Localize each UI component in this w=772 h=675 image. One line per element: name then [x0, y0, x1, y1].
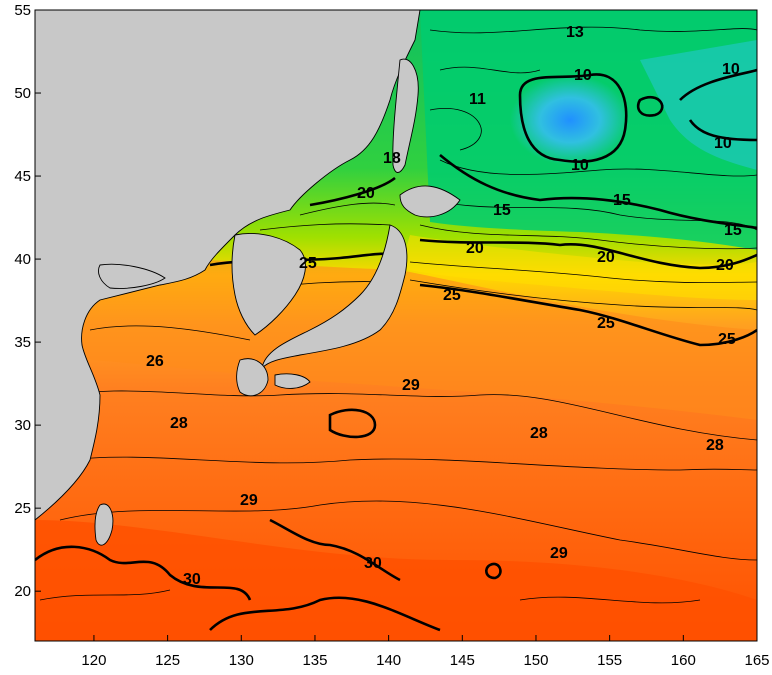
contour-label: 29	[240, 492, 258, 509]
honshu	[261, 224, 408, 370]
y-tick-label: 20	[14, 583, 31, 600]
shikoku	[274, 373, 311, 389]
x-tick-label: 130	[229, 652, 254, 669]
zone-mild	[400, 235, 757, 300]
x-tick-label: 140	[376, 652, 401, 669]
cold-pool	[510, 75, 630, 165]
contour-label: 25	[718, 331, 736, 348]
asian-mainland	[35, 10, 421, 521]
shandong-peninsula	[98, 263, 166, 289]
kyushu	[236, 358, 269, 397]
contour-label: 30	[364, 555, 382, 572]
korean-peninsula	[231, 233, 306, 336]
contour-label: 20	[597, 249, 615, 266]
contour-label: 10	[722, 61, 740, 78]
contour-label: 15	[613, 192, 631, 209]
x-tick-label: 120	[81, 652, 106, 669]
zone-warm	[35, 256, 757, 420]
y-tick-label: 55	[14, 2, 31, 19]
x-tick-label: 145	[450, 652, 475, 669]
contour-label: 25	[299, 255, 317, 272]
y-tick-label: 50	[14, 85, 31, 102]
y-axis: 55 50 45 40 35 30 25 20	[14, 2, 41, 600]
plot-frame	[34, 9, 758, 642]
contour-label: 28	[530, 425, 548, 442]
x-tick-label: 150	[523, 652, 548, 669]
x-tick-label: 155	[597, 652, 622, 669]
sakhalin	[392, 58, 419, 173]
contour-label: 18	[383, 150, 401, 167]
contour-label: 29	[550, 545, 568, 562]
contour-label: 20	[466, 240, 484, 257]
y-tick-label: 25	[14, 500, 31, 517]
contour-label: 15	[493, 202, 511, 219]
y-tick-label: 45	[14, 168, 31, 185]
contour-label: 10	[714, 135, 732, 152]
contour-label: 15	[724, 222, 742, 239]
zone-warmest	[35, 520, 757, 641]
contour-label: 25	[443, 287, 461, 304]
contour-label: 10	[574, 67, 592, 84]
y-tick-label: 35	[14, 334, 31, 351]
contour-label: 26	[146, 353, 164, 370]
land-masses	[35, 10, 461, 546]
contour-label: 25	[597, 315, 615, 332]
contour-label: 29	[402, 377, 420, 394]
plot-area	[35, 10, 757, 641]
x-tick-label: 165	[744, 652, 769, 669]
contour-label: 20	[357, 185, 375, 202]
contour-label: 11	[469, 91, 486, 108]
contour-labels: 13 10 10 11 10 10 18 20 15 15 15 25 20 2…	[146, 24, 742, 588]
taiwan	[94, 503, 114, 546]
x-tick-label: 125	[155, 652, 180, 669]
x-tick-label: 160	[671, 652, 696, 669]
y-tick-label: 40	[14, 251, 31, 268]
contour-label: 13	[566, 24, 584, 41]
x-tick-label: 135	[302, 652, 327, 669]
contour-label: 20	[716, 257, 734, 274]
contour-label: 30	[183, 571, 201, 588]
y-tick-label: 30	[14, 417, 31, 434]
hokkaido	[399, 185, 461, 218]
thin-contours	[39, 26, 757, 604]
contour-label: 10	[571, 157, 589, 174]
x-axis: 120 125 130 135 140 145 150 155 160 165	[81, 635, 770, 669]
contour-label: 28	[170, 415, 188, 432]
contour-label: 28	[706, 437, 724, 454]
